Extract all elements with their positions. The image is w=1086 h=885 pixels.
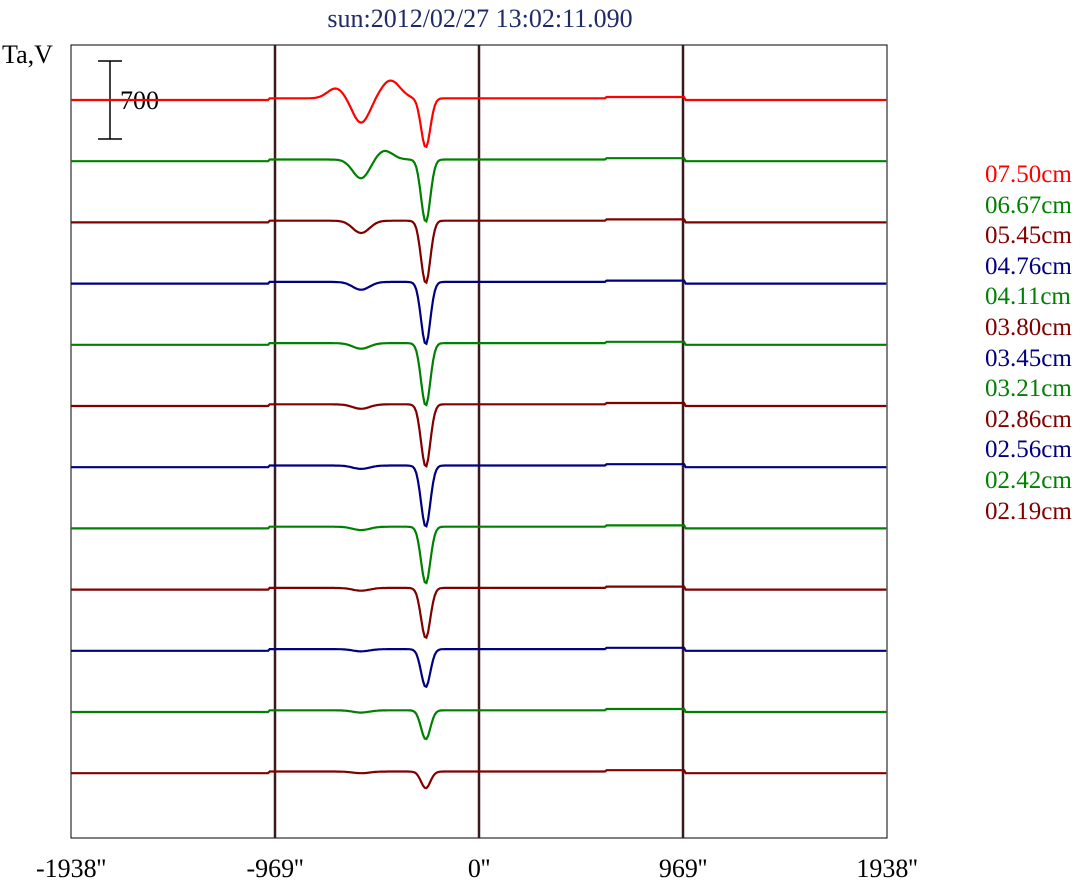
trace-05.45cm (71, 218, 887, 285)
trace-02.86cm (71, 585, 887, 640)
trace-02.19cm (71, 769, 887, 790)
x-tick-label: 1938'' (856, 854, 917, 883)
trace-02.42cm (71, 707, 887, 741)
trace-03.80cm (71, 401, 887, 468)
legend-item: 07.50cm (985, 161, 1072, 188)
legend-item: 03.45cm (985, 344, 1072, 372)
legend-item: 02.19cm (985, 497, 1072, 525)
trace-04.76cm (71, 279, 887, 346)
trace-03.21cm (71, 524, 887, 585)
legend-item: 04.76cm (985, 252, 1072, 280)
legend-item: 06.67cm (985, 191, 1072, 219)
legend-item: 02.86cm (985, 405, 1072, 433)
x-tick-label: 969'' (659, 854, 707, 883)
x-tick-label: -1938'' (36, 854, 106, 883)
trace-03.45cm (71, 463, 887, 528)
x-tick-label: -969'' (246, 854, 303, 883)
trace-02.56cm (71, 646, 887, 689)
trace-04.11cm (71, 340, 887, 407)
legend-item: 02.42cm (985, 466, 1072, 494)
y-axis-label: Ta,V (2, 40, 53, 69)
legend-item: 04.11cm (985, 283, 1071, 311)
x-tick-label: 0'' (468, 854, 490, 883)
legend-item: 03.80cm (985, 313, 1072, 341)
legend: 07.50cm 06.67cm 05.45cm 04.76cm 04.11cm 03.80… (985, 160, 1072, 527)
legend-item: 02.56cm (985, 436, 1072, 464)
legend-item: 05.45cm (985, 222, 1072, 250)
trace-07.50cm (71, 79, 887, 149)
trace-06.67cm (71, 149, 887, 224)
legend-item: 03.21cm (985, 375, 1072, 403)
chart-title: sun:2012/02/27 13:02:11.090 (327, 4, 633, 33)
